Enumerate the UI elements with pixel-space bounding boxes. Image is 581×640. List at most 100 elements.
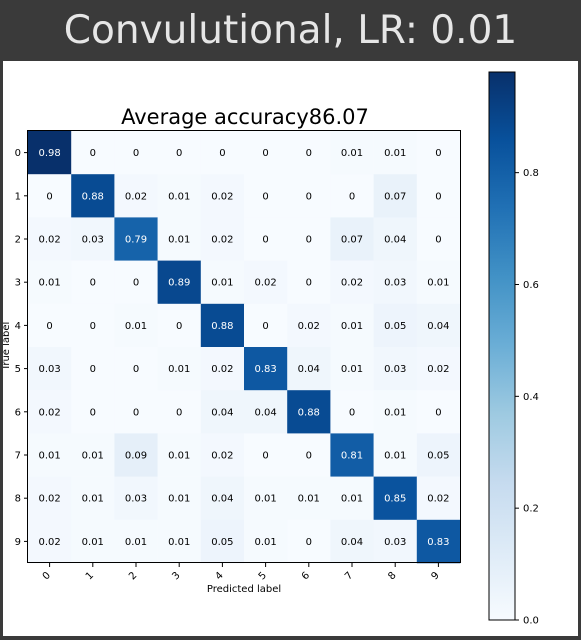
cell-value-label: 0.01 (168, 364, 190, 375)
heatmap-cell (157, 433, 202, 477)
heatmap-cell (373, 347, 418, 391)
cell-value-label: 0.01 (298, 494, 320, 505)
cell-value-label: 0 (133, 364, 139, 375)
heatmap-cell (287, 131, 331, 175)
cell-value-label: 0.02 (38, 407, 60, 418)
cell-value-label: 0.02 (341, 278, 363, 289)
cell-value-label: 0.01 (168, 235, 190, 246)
heatmap-cell (244, 131, 288, 175)
cell-value-label: 0.01 (384, 148, 406, 159)
cell-value-label: 0.01 (341, 494, 363, 505)
heatmap-cell (287, 390, 331, 434)
cell-value-label: 0.01 (38, 278, 60, 289)
heatmap-cell (28, 217, 72, 261)
heatmap-cells (28, 131, 461, 564)
heatmap-cell (114, 390, 158, 434)
heatmap-cell (71, 476, 115, 521)
heatmap-cell (71, 131, 115, 175)
heatmap-cell (416, 174, 461, 218)
heatmap-cell (373, 519, 418, 564)
heatmap-cell (200, 260, 245, 305)
heatmap-cell (416, 217, 461, 261)
cell-value-label: 0.05 (427, 451, 449, 462)
y-tick-label: 2 (15, 235, 21, 246)
cell-value-label: 0 (219, 148, 225, 159)
cell-value-label: 0 (262, 321, 268, 332)
heatmap-cell (416, 347, 461, 391)
cell-value-label: 0.03 (38, 364, 60, 375)
cell-value-label: 0.05 (384, 321, 406, 332)
heatmap-cell (28, 519, 72, 564)
heatmap-cell (157, 390, 202, 434)
colorbar-tick-label: 0.0 (523, 616, 539, 627)
heatmap-cell (287, 433, 331, 477)
cell-value-label: 0.04 (341, 537, 363, 548)
cell-value-label: 0.88 (211, 321, 233, 332)
y-tick-label: 7 (15, 451, 21, 462)
heatmap-cell (330, 217, 374, 261)
cell-value-label: 0.01 (211, 278, 233, 289)
x-tick-label: 5 (257, 570, 269, 582)
heatmap-cell (287, 217, 331, 261)
x-tick-label: 7 (343, 570, 355, 582)
cell-value-label: 0.05 (211, 537, 233, 548)
heatmap-cell (157, 260, 202, 305)
y-tick-label: 0 (15, 148, 21, 159)
cell-value-label: 0.02 (38, 494, 60, 505)
x-axis-ticks: 0 1 2 3 4 5 6 7 8 9 (41, 563, 442, 582)
heatmap-cell (71, 433, 115, 477)
cell-value-label: 0 (90, 407, 96, 418)
cell-value-label: 0 (176, 407, 182, 418)
colorbar-tick-label: 0.4 (523, 392, 539, 403)
cell-value-label: 0.02 (298, 321, 320, 332)
x-tick-label: 3 (170, 570, 182, 582)
cell-value-label: 0.02 (125, 191, 147, 202)
heatmap-cell (200, 433, 245, 477)
heatmap-cell (28, 390, 72, 434)
header-bar: Convulutional, LR: 0.01 (0, 0, 581, 61)
heatmap-cell (114, 174, 158, 218)
heatmap-cell (114, 519, 158, 564)
heatmap-cell (330, 131, 374, 175)
cell-value-label: 0.01 (168, 494, 190, 505)
figure-panel: Average accuracy86.07 0.98 0 0 0 0 0 0 0.01 0.01… (3, 61, 578, 636)
confusion-matrix-chart: Average accuracy86.07 0.98 0 0 0 0 0 0 0.01 0.01… (3, 71, 539, 627)
heatmap-cell (157, 519, 202, 564)
cell-value-label: 0.81 (341, 451, 363, 462)
cell-value-label: 0.01 (125, 321, 147, 332)
heatmap-cell (28, 347, 72, 391)
cell-value-label: 0.02 (211, 451, 233, 462)
cell-value-label: 0.88 (298, 407, 320, 418)
heatmap-cell (71, 260, 115, 305)
heatmap-cell (373, 260, 418, 305)
heatmap-cell (28, 260, 72, 305)
cell-value-label: 0.04 (384, 235, 406, 246)
x-tick-label: 2 (127, 570, 139, 582)
heatmap-cell (28, 131, 72, 175)
cell-value-label: 0.02 (211, 235, 233, 246)
heatmap-cell (200, 303, 245, 348)
heatmap-cell (157, 347, 202, 391)
y-axis-label: True label (3, 322, 12, 372)
heatmap-cell (71, 174, 115, 218)
y-tick-label: 9 (15, 537, 21, 548)
x-tick-label: 6 (300, 570, 312, 582)
heatmap-cell (114, 433, 158, 477)
heatmap-cell (330, 260, 374, 305)
cell-value-label: 0.04 (211, 494, 233, 505)
heatmap-cell (373, 433, 418, 477)
y-tick-label: 6 (15, 407, 21, 418)
cell-value-label: 0 (306, 191, 312, 202)
heatmap-cell (71, 390, 115, 434)
heatmap-cell (287, 260, 331, 305)
cell-value-label: 0.03 (384, 364, 406, 375)
cell-value-label: 0 (306, 148, 312, 159)
x-tick-label: 0 (41, 570, 53, 582)
heatmap-cell-labels: 0.98 0 0 0 0 0 0 0.01 0.01 0 0 0.88 0.02 0.01 0.02 0 0 0 0… (38, 148, 449, 548)
cell-value-label: 0 (306, 278, 312, 289)
heatmap-cell (71, 217, 115, 261)
cell-value-label: 0 (349, 191, 355, 202)
heatmap-cell (114, 217, 158, 261)
cell-value-label: 0.01 (341, 364, 363, 375)
cell-value-label: 0.03 (384, 278, 406, 289)
